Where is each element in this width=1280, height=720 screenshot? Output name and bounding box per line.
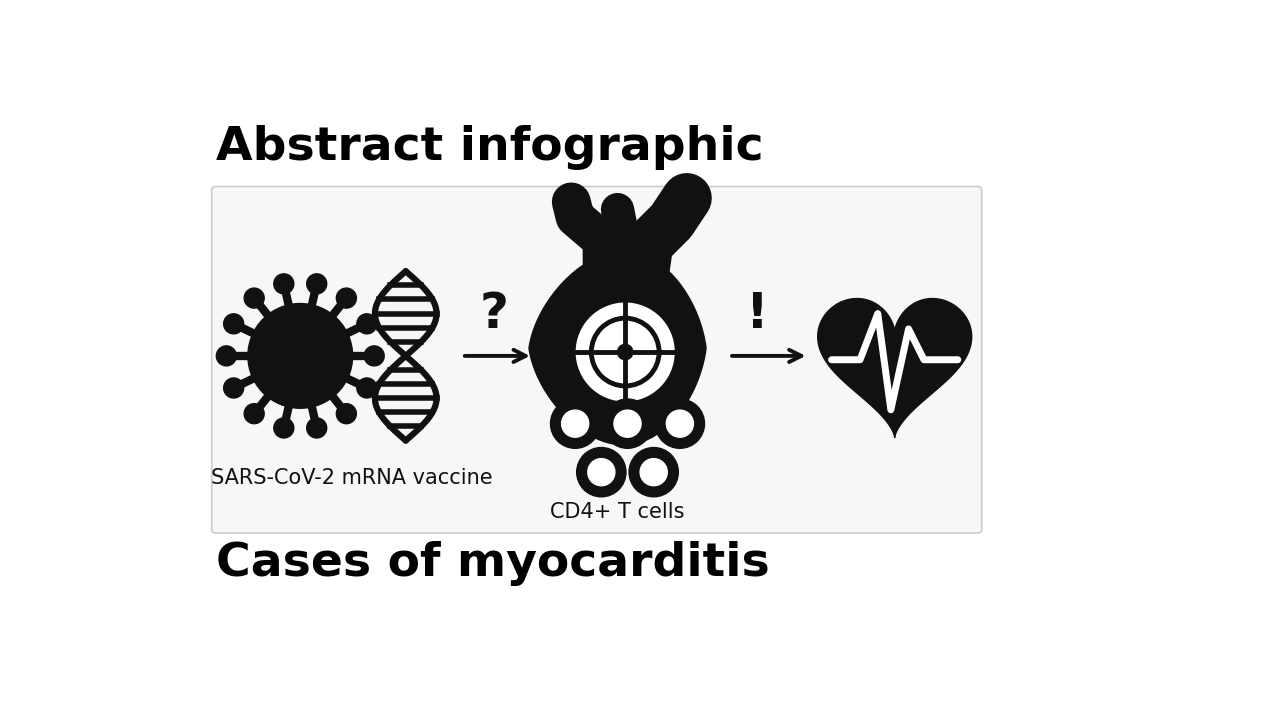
Polygon shape <box>529 252 707 445</box>
FancyBboxPatch shape <box>211 186 982 533</box>
Circle shape <box>588 459 614 486</box>
Circle shape <box>307 274 326 294</box>
Circle shape <box>244 288 264 308</box>
Circle shape <box>224 378 243 398</box>
Text: ?: ? <box>480 289 509 338</box>
Circle shape <box>224 314 243 334</box>
Text: SARS-CoV-2 mRNA vaccine: SARS-CoV-2 mRNA vaccine <box>211 467 493 487</box>
Circle shape <box>244 404 264 423</box>
Circle shape <box>573 300 677 405</box>
Text: Cases of myocarditis: Cases of myocarditis <box>215 541 769 585</box>
Circle shape <box>550 399 600 449</box>
Circle shape <box>617 344 632 360</box>
Circle shape <box>274 418 294 438</box>
Circle shape <box>307 418 326 438</box>
Circle shape <box>357 314 376 334</box>
Circle shape <box>248 304 352 408</box>
Circle shape <box>628 448 678 497</box>
Circle shape <box>216 346 237 366</box>
Circle shape <box>337 288 356 308</box>
Circle shape <box>562 410 589 437</box>
Circle shape <box>640 459 667 486</box>
Text: CD4+ T cells: CD4+ T cells <box>550 503 685 522</box>
Text: !: ! <box>746 289 769 338</box>
Circle shape <box>274 274 294 294</box>
Circle shape <box>614 410 641 437</box>
Circle shape <box>655 399 704 449</box>
Polygon shape <box>818 299 972 438</box>
Text: Abstract infographic: Abstract infographic <box>215 125 763 170</box>
Circle shape <box>357 378 376 398</box>
Circle shape <box>577 448 626 497</box>
Circle shape <box>365 346 384 366</box>
Circle shape <box>667 410 694 437</box>
Circle shape <box>603 399 652 449</box>
Circle shape <box>337 404 356 423</box>
